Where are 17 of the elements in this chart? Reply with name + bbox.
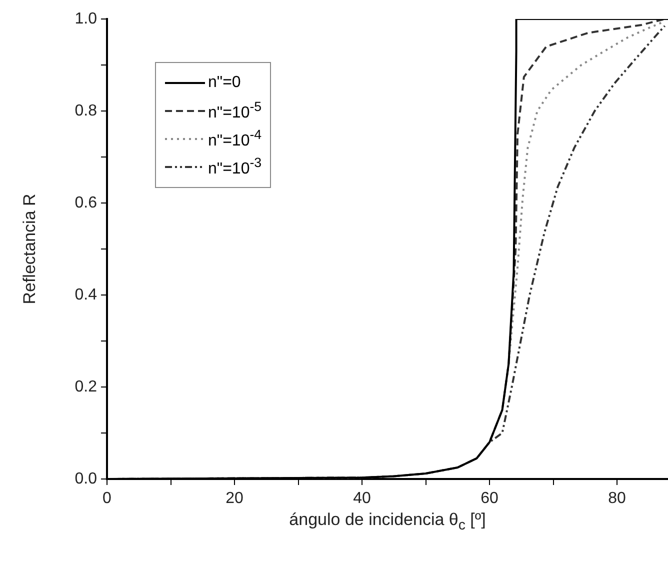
legend-label: n"=10$^{-3}$ [208,155,262,179]
legend-label: n"=10$^{-5}$ [208,99,262,123]
y-tick-label: 0.0 [74,470,98,488]
y-tick-label: 0.4 [74,286,98,304]
y-tick-label: 1.0 [74,10,98,28]
x-tick-label: 60 [480,490,498,508]
y-tick-label: 0.2 [74,378,98,396]
legend-label: n"=0 [208,74,241,92]
x-tick-label: 0 [102,490,112,508]
y-axis-title: Reflectancia R [20,194,40,304]
legend-label: n"=10$^{-4}$ [208,127,262,151]
x-tick-label: 20 [226,490,244,508]
y-tick-label: 0.8 [74,102,98,120]
y-tick-label: 0.6 [74,194,98,212]
x-axis-title: ángulo de incidencia θ$_{c}$ [º] [288,510,487,534]
x-tick-label: 40 [353,490,371,508]
x-tick-label: 80 [608,490,626,508]
